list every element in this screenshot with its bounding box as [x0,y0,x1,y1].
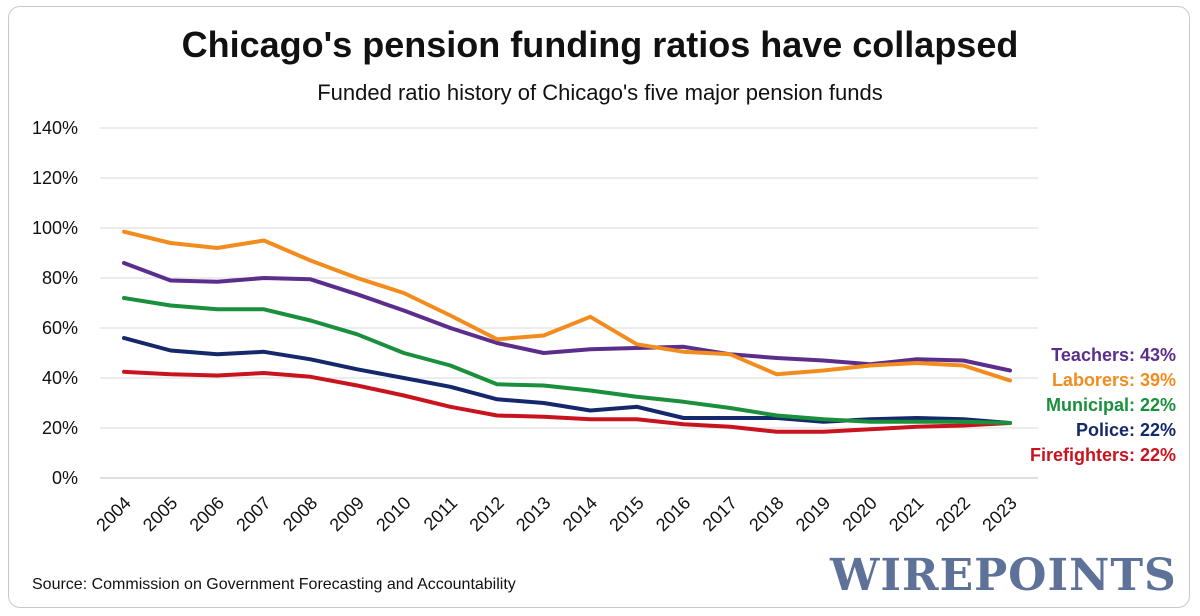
end-label-municipal: Municipal: 22% [1046,395,1176,415]
wirepoints-logo: WIREPOINTS [830,550,1177,601]
series-line-firefighters [122,369,1012,434]
x-tick-label: 2012 [465,493,507,535]
x-tick-label: 2021 [885,493,927,535]
x-tick-label: 2016 [652,493,694,535]
source-note: Source: Commission on Government Forecas… [32,576,516,593]
x-axis: 2004 2005 2006 2007 2008 2009 2010 2011 2012 2013… [92,493,1020,535]
x-tick-label: 2009 [326,493,368,535]
end-label-firefighters: Firefighters: 22% [1030,445,1176,465]
end-label-teachers: Teachers: 43% [1051,345,1176,365]
x-tick-label: 2005 [139,493,181,535]
y-tick-label: 140% [32,118,78,138]
y-tick-label: 100% [32,218,78,238]
y-tick-label: 0% [52,468,78,488]
x-tick-label: 2020 [838,493,880,535]
series-line-municipal [122,296,1012,425]
chart-title: Chicago's pension funding ratios have co… [181,24,1019,65]
x-tick-label: 2006 [186,493,228,535]
series-end-labels: Teachers: 43% Laborers: 39% Municipal: 22%… [1030,345,1176,465]
x-tick-label: 2013 [512,493,554,535]
x-tick-label: 2004 [92,493,134,535]
chart-subtitle: Funded ratio history of Chicago's five m… [317,80,883,105]
x-tick-label: 2022 [932,493,974,535]
x-tick-label: 2018 [745,493,787,535]
y-tick-label: 120% [32,168,78,188]
x-tick-label: 2008 [279,493,321,535]
x-tick-label: 2023 [978,493,1020,535]
y-tick-label: 40% [42,368,78,388]
series-line-teachers [122,261,1012,373]
x-tick-label: 2011 [420,493,462,535]
y-tick-label: 80% [42,268,78,288]
series-line-laborers [122,229,1012,383]
gridlines [100,127,1038,479]
y-tick-label: 20% [42,418,78,438]
y-tick-label: 60% [42,318,78,338]
y-axis: 0% 20% 40% 60% 80% 100% 120% 140% [32,118,78,488]
x-tick-label: 2014 [559,493,601,535]
x-tick-label: 2015 [605,493,647,535]
x-tick-label: 2010 [372,493,414,535]
end-label-police: Police: 22% [1076,420,1176,440]
x-tick-label: 2019 [792,493,834,535]
series-lines [122,229,1012,434]
x-tick-label: 2017 [699,493,741,535]
end-label-laborers: Laborers: 39% [1052,370,1176,390]
x-tick-label: 2007 [232,493,274,535]
